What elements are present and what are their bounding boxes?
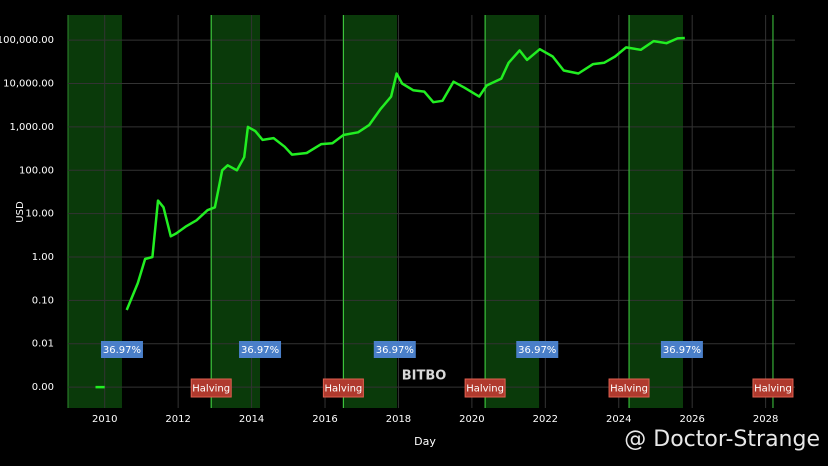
cycle-label: 36.97% bbox=[376, 345, 414, 356]
price-line bbox=[95, 36, 685, 389]
halving-label-box bbox=[190, 378, 232, 398]
x-tick-label: 2018 bbox=[386, 414, 411, 425]
watermark: BITBO bbox=[402, 369, 447, 384]
halving-label: Halving bbox=[466, 384, 504, 395]
x-tick-label: 2020 bbox=[459, 414, 484, 425]
cycle-label-box bbox=[239, 341, 282, 358]
x-tick-label: 2014 bbox=[239, 414, 264, 425]
y-tick-label: 100,000.00 bbox=[0, 35, 54, 46]
x-axis-label: Day bbox=[414, 435, 436, 448]
y-tick-label: 10,000.00 bbox=[3, 79, 54, 90]
y-tick-label: 1,000.00 bbox=[9, 122, 54, 133]
shade-layer bbox=[67, 15, 684, 408]
x-tick-label: 2016 bbox=[312, 414, 337, 425]
y-tick-label: 0.00 bbox=[32, 382, 54, 393]
cycle-label: 36.97% bbox=[518, 345, 556, 356]
cycle-label: 36.97% bbox=[663, 345, 701, 356]
halving-label: Halving bbox=[754, 384, 792, 395]
x-tick-label: 2010 bbox=[92, 414, 117, 425]
halving-label-box bbox=[322, 378, 364, 398]
cycle-label-box bbox=[100, 341, 143, 358]
y-axis-label: USD bbox=[15, 201, 26, 223]
halving-label: Halving bbox=[192, 384, 230, 395]
y-tick-label: 1.00 bbox=[32, 252, 54, 263]
y-tick-label: 10.00 bbox=[25, 209, 54, 220]
y-tick-label: 0.01 bbox=[32, 339, 54, 350]
main-layer: 36.97% 36.97% 36.97% 36.97% 36.97% Halving Hal… bbox=[95, 36, 794, 398]
x-tick-label: 2026 bbox=[679, 414, 704, 425]
x-tick-label: 2028 bbox=[753, 414, 778, 425]
halving-label-box bbox=[464, 378, 506, 398]
x-tick-label: 2024 bbox=[606, 414, 631, 425]
cycle-label: 36.97% bbox=[103, 345, 141, 356]
y-tick-label: 0.10 bbox=[32, 295, 54, 306]
y-tick-label: 100.00 bbox=[19, 165, 54, 176]
cycle-label-box bbox=[660, 341, 703, 358]
halving-label-box bbox=[608, 378, 650, 398]
x-tick-label: 2012 bbox=[165, 414, 190, 425]
x-tick-label: 2022 bbox=[533, 414, 558, 425]
grid-layer: 0.00 0.01 0.10 1.00 10.00 100.00 1,000.00 10,00… bbox=[0, 15, 795, 425]
watermark: @ Doctor-Strange bbox=[624, 427, 820, 452]
cycle-label-box bbox=[516, 341, 559, 358]
cycle-label-box bbox=[373, 341, 416, 358]
halving-label: Halving bbox=[324, 384, 362, 395]
halving-label: Halving bbox=[610, 384, 648, 395]
cycle-label: 36.97% bbox=[241, 345, 279, 356]
halving-label-box bbox=[752, 378, 794, 398]
